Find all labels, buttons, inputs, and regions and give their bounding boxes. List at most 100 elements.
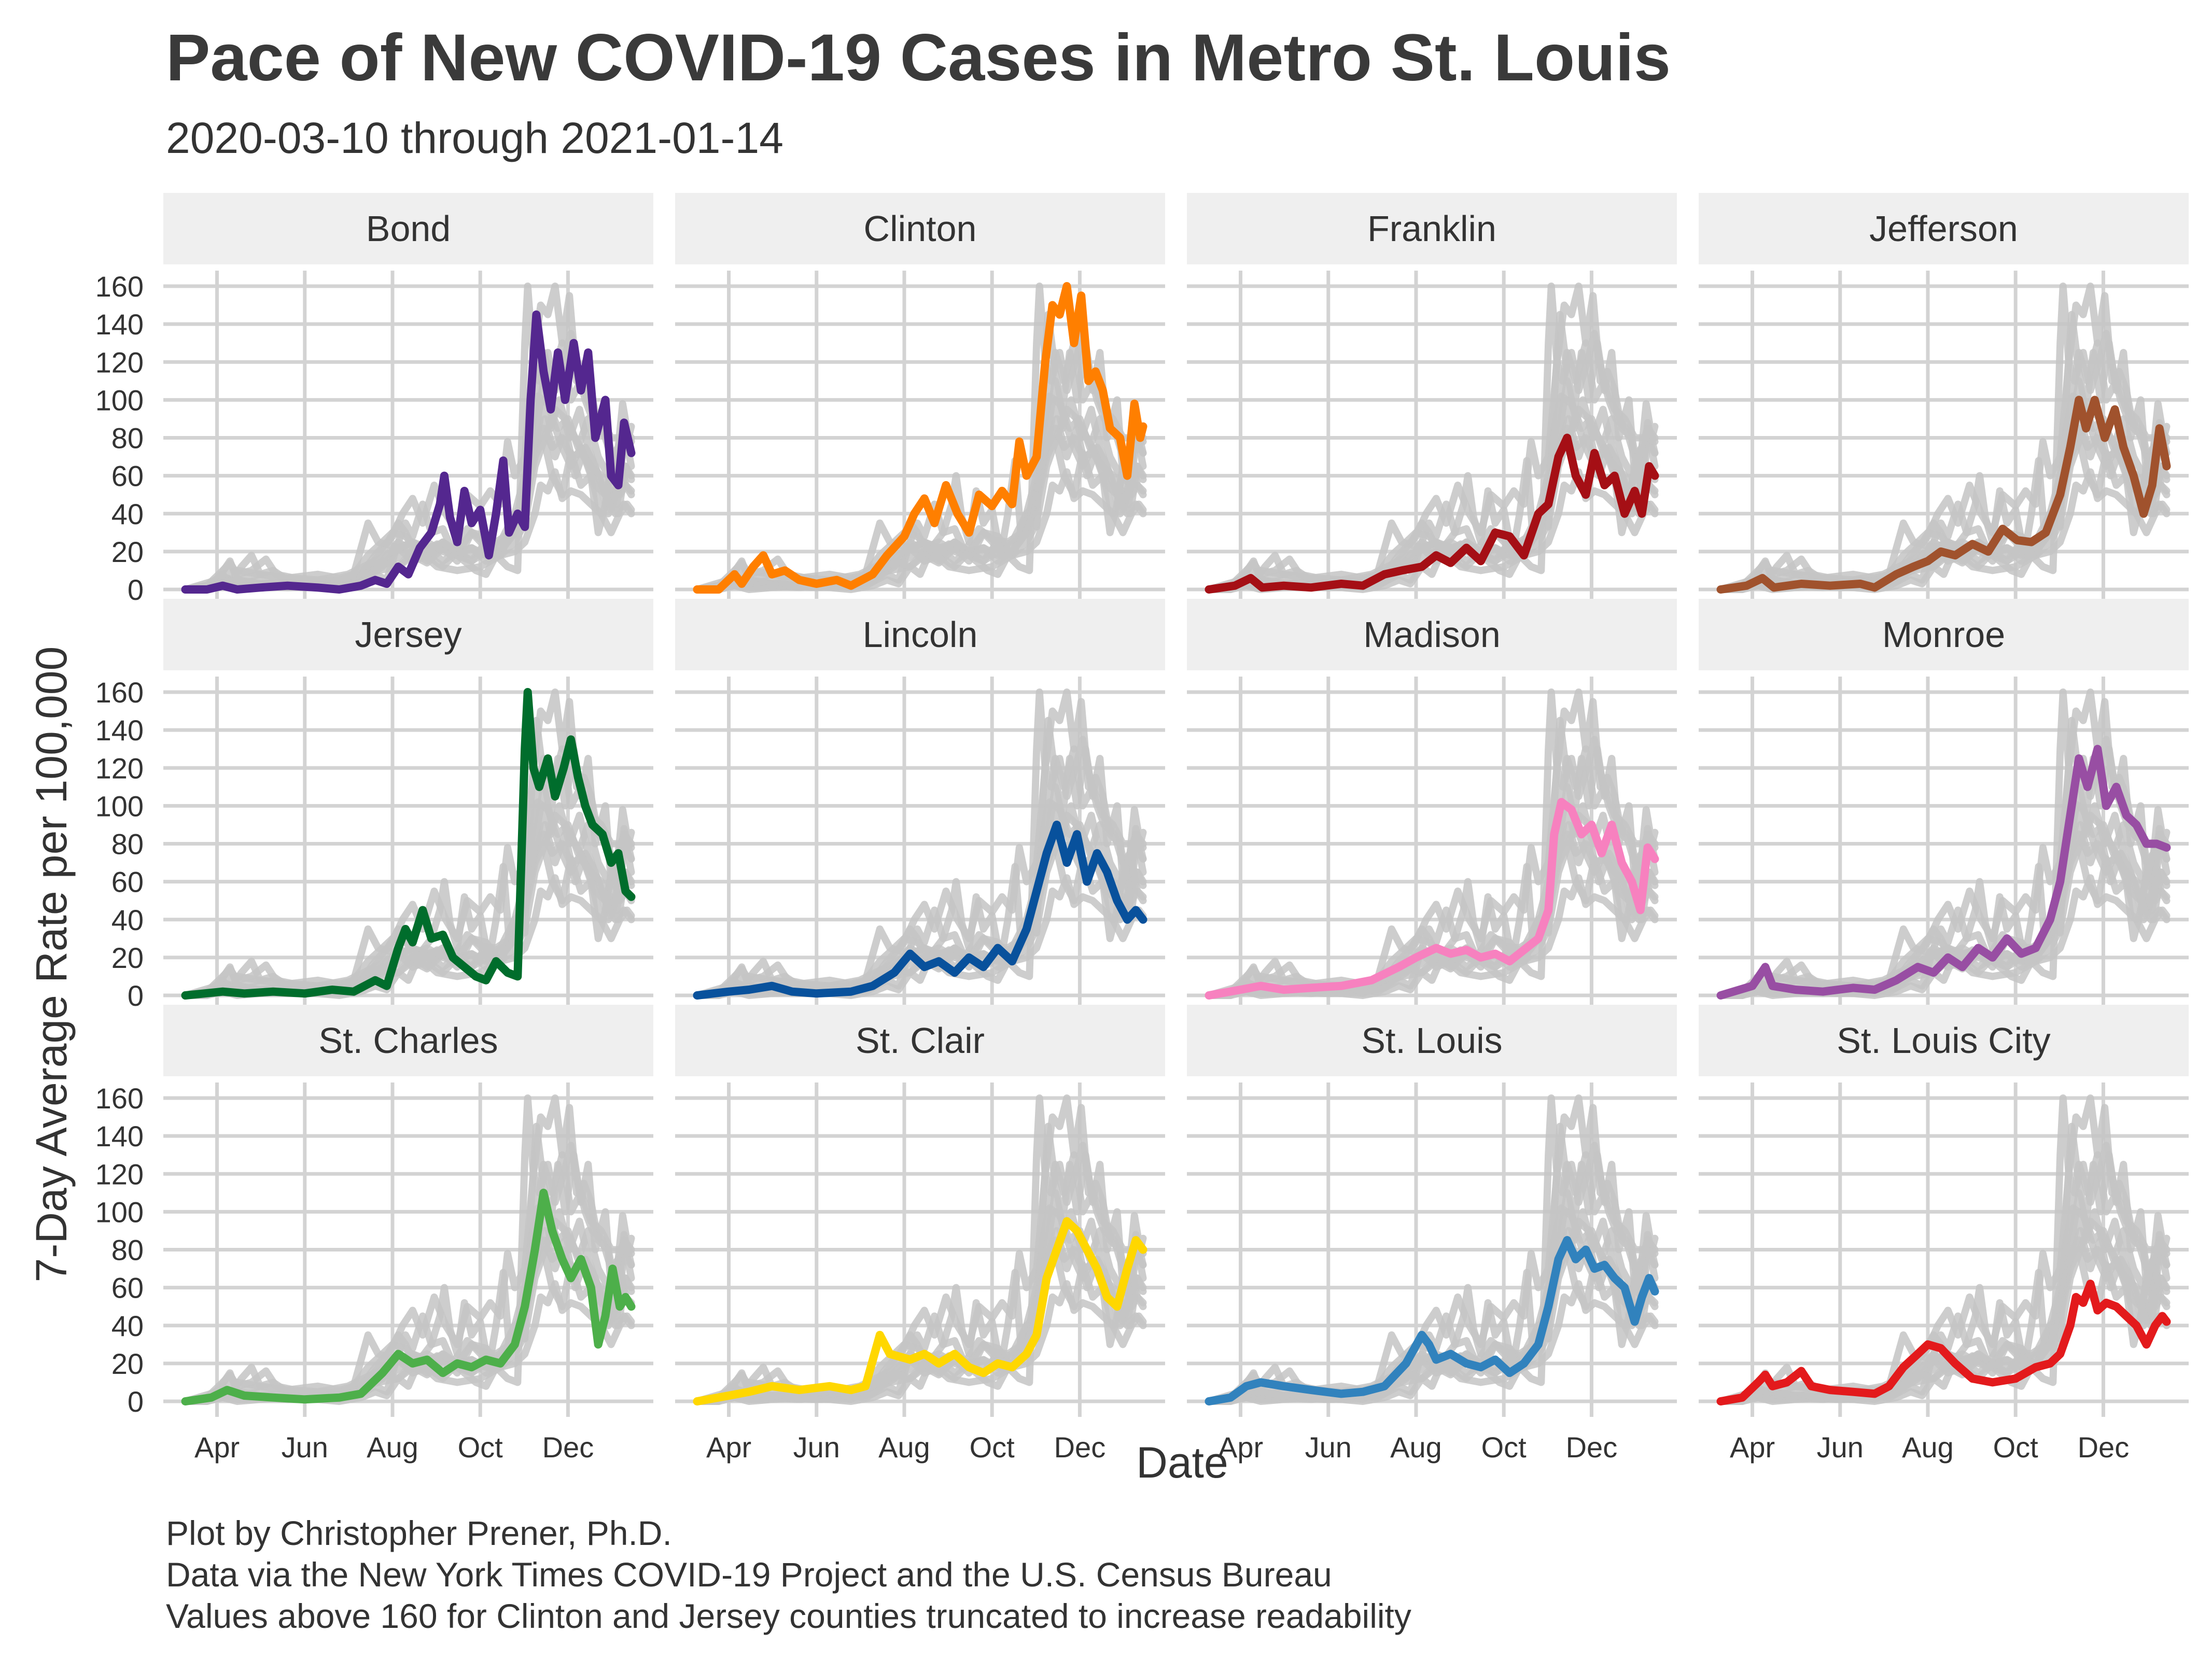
x-tick-label: Oct	[458, 1431, 503, 1464]
strip-label-monroe: Monroe	[1882, 614, 2005, 655]
x-tick-label: Jun	[1817, 1431, 1864, 1464]
y-tick-label: 80	[111, 1234, 144, 1267]
y-tick-label: 140	[95, 1120, 144, 1152]
background-line-st-louis-city	[693, 874, 1147, 999]
series-line-madison	[1205, 798, 1659, 1000]
background-line-st-louis-city	[181, 468, 635, 593]
panel-monroe: Monroe	[1699, 599, 2189, 1011]
strip-label-madison: Madison	[1363, 614, 1501, 655]
series-line-monroe	[1716, 744, 2171, 1000]
background-line-st-charles	[1205, 1189, 1659, 1405]
panel-lincoln: Lincoln	[675, 599, 1165, 1011]
strip-label-jersey: Jersey	[355, 614, 461, 655]
series-line-jersey	[181, 688, 636, 1000]
background-line-st-louis-city	[693, 468, 1147, 593]
panel-madison: Madison	[1187, 599, 1677, 1011]
panel-jersey: Jersey 0 20 40 60 80 100 120 140 160	[95, 599, 653, 1012]
strip-label-st-louis: St. Louis	[1361, 1020, 1502, 1061]
background-line-st-charles	[693, 377, 1147, 593]
strip-madison	[1187, 599, 1677, 670]
background-line-st-louis-city	[1717, 468, 2171, 593]
series-line-st-louis	[1205, 1236, 1659, 1405]
y-tick-label: 60	[111, 1272, 144, 1304]
panel-st-clair: St. Clair Apr Jun Aug Oct Dec	[675, 1005, 1165, 1464]
x-tick-label: Apr	[706, 1431, 751, 1464]
strip-label-st-clair: St. Clair	[856, 1020, 985, 1061]
panel-bond: Bond 0 20 40 60 80 100 120 140 160	[95, 193, 653, 606]
series-line-jefferson	[1716, 396, 2171, 594]
y-tick-label: 0	[128, 1385, 144, 1418]
panel-st-louis-city: St. Louis City Apr Jun Aug Oct Dec	[1699, 1005, 2189, 1464]
x-tick-label: Jun	[282, 1431, 328, 1464]
y-tick-label: 20	[111, 1347, 144, 1380]
background-line-st-louis-city	[1205, 874, 1659, 999]
x-tick-label: Aug	[1902, 1431, 1954, 1464]
y-tick-label: 0	[128, 573, 144, 606]
strip-monroe	[1699, 599, 2189, 670]
strip-label-st-louis-city: St. Louis City	[1837, 1020, 2050, 1061]
background-line-st-louis-city	[1205, 1280, 1659, 1405]
strip-label-st-charles: St. Charles	[318, 1020, 498, 1061]
series-line-bond	[181, 310, 636, 594]
background-line-st-louis-city	[1717, 874, 2171, 999]
background-line-st-charles	[1717, 783, 2171, 999]
strip-jersey	[163, 599, 653, 670]
y-tick-label: 140	[95, 714, 144, 747]
y-tick-label: 20	[111, 941, 144, 974]
x-tick-label: Apr	[1730, 1431, 1775, 1464]
strip-st-louis-city	[1699, 1005, 2189, 1076]
series-line-franklin	[1205, 433, 1659, 594]
y-tick-label: 120	[95, 752, 144, 784]
background-line-st-louis-city	[693, 1280, 1147, 1405]
strip-label-lincoln: Lincoln	[863, 614, 978, 655]
strip-label-jefferson: Jefferson	[1869, 208, 2018, 249]
strip-lincoln	[675, 599, 1165, 670]
y-tick-label: 100	[95, 384, 144, 416]
y-tick-label: 160	[95, 676, 144, 709]
x-tick-label: Aug	[367, 1431, 418, 1464]
series-line-st-louis-city	[1716, 1280, 2171, 1405]
strip-franklin	[1187, 193, 1677, 264]
caption-line-3: Values above 160 for Clinton and Jersey …	[166, 1597, 1411, 1635]
caption-line-2: Data via the New York Times COVID-19 Pro…	[166, 1555, 1332, 1594]
x-tick-label: Dec	[2078, 1431, 2130, 1464]
panel-clinton: Clinton	[675, 193, 1165, 605]
x-axis-title: Date	[1136, 1438, 1228, 1487]
series-line-clinton	[693, 282, 1147, 594]
x-tick-label: Aug	[878, 1431, 930, 1464]
background-line-st-charles	[1717, 1189, 2171, 1405]
panel-st-louis: St. Louis Apr Jun Aug Oct Dec	[1187, 1005, 1677, 1464]
strip-label-franklin: Franklin	[1367, 208, 1496, 249]
panel-jefferson: Jefferson	[1699, 193, 2189, 605]
x-tick-label: Jun	[1305, 1431, 1352, 1464]
y-tick-label: 80	[111, 828, 144, 861]
background-line-st-louis-city	[181, 1280, 635, 1405]
chart-title: Pace of New COVID-19 Cases in Metro St. …	[166, 21, 1671, 95]
y-tick-label: 20	[111, 536, 144, 568]
background-line-st-louis-city	[1205, 468, 1659, 593]
y-tick-label: 40	[111, 1310, 144, 1342]
y-tick-label: 0	[128, 979, 144, 1012]
x-tick-label: Aug	[1390, 1431, 1442, 1464]
x-tick-label: Oct	[970, 1431, 1015, 1464]
x-tick-label: Dec	[1566, 1431, 1618, 1464]
strip-label-clinton: Clinton	[864, 208, 977, 249]
panel-st-charles: St. Charles 0 20 40 60 80 100 120 140 160 Apr Jun Au…	[95, 1005, 653, 1464]
strip-st-louis	[1187, 1005, 1677, 1076]
chart-subtitle: 2020-03-10 through 2021-01-14	[166, 114, 783, 162]
strip-st-clair	[675, 1005, 1165, 1076]
series-line-st-charles	[181, 1188, 636, 1405]
x-tick-label: Jun	[793, 1431, 840, 1464]
x-tick-label: Apr	[1218, 1431, 1263, 1464]
strip-st-charles	[163, 1005, 653, 1076]
caption-line-1: Plot by Christopher Prener, Ph.D.	[166, 1514, 672, 1552]
y-tick-label: 40	[111, 904, 144, 936]
x-tick-label: Oct	[1481, 1431, 1527, 1464]
y-tick-label: 120	[95, 1158, 144, 1190]
x-tick-label: Oct	[1993, 1431, 2039, 1464]
y-tick-label: 140	[95, 308, 144, 341]
background-line-st-louis-city	[181, 874, 635, 999]
strip-jefferson	[1699, 193, 2189, 264]
y-tick-label: 160	[95, 270, 144, 303]
facet-panels: Bond 0 20 40 60 80 100 120 140 160 Clinton Franklin…	[95, 193, 2189, 1464]
